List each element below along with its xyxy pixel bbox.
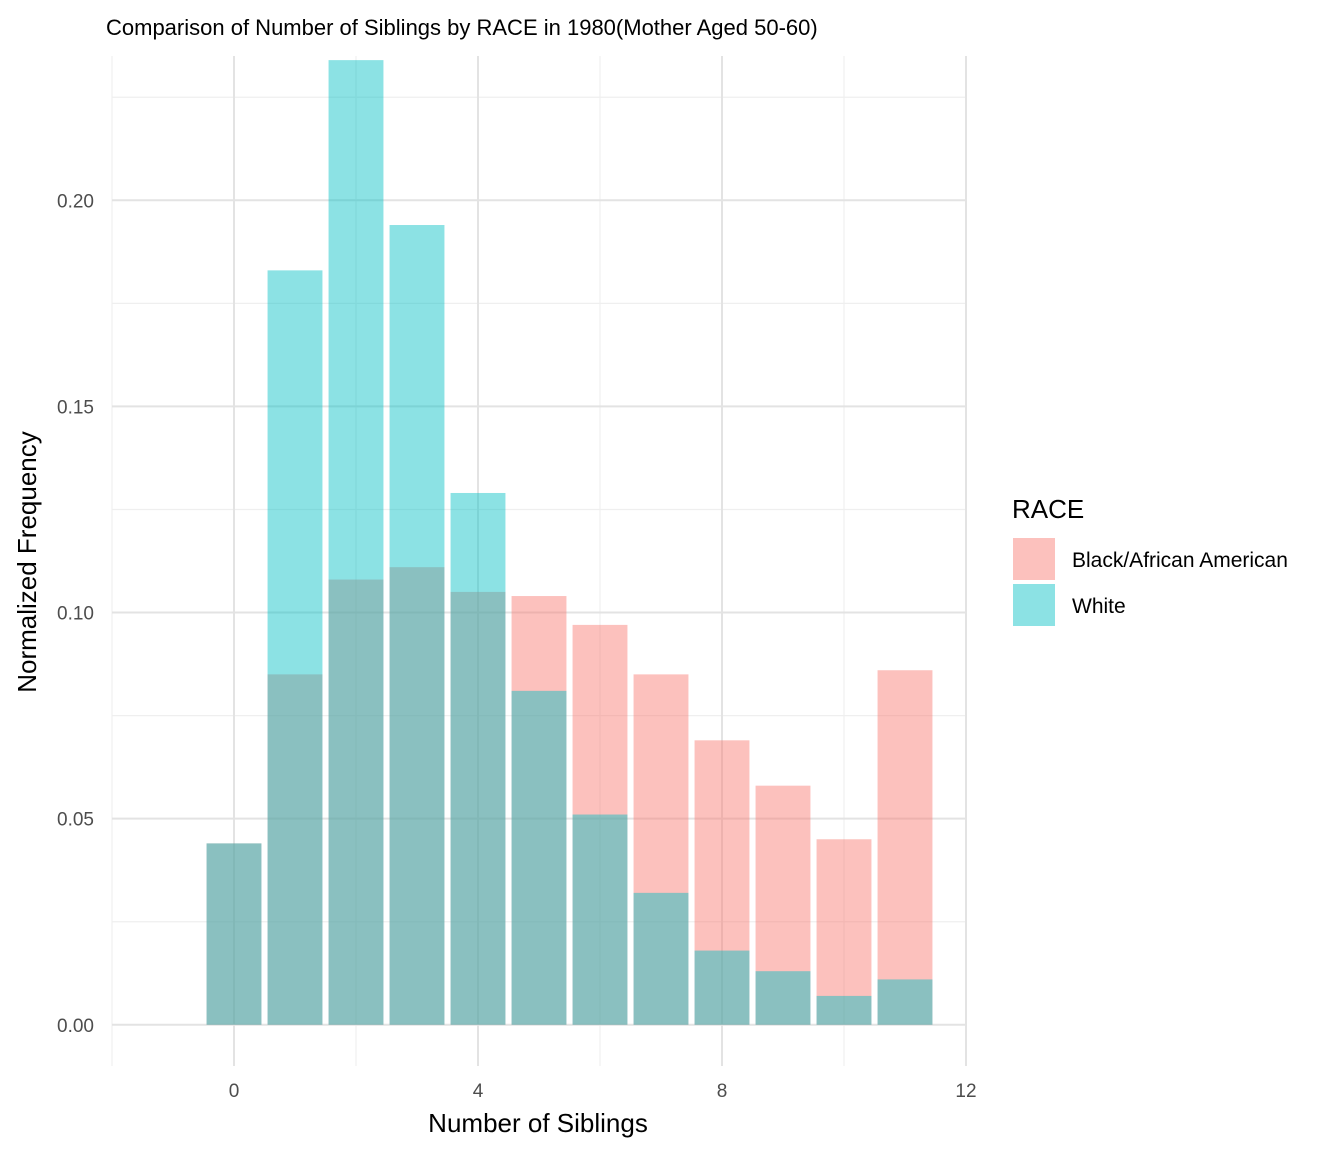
bars — [206, 60, 933, 1025]
chart-title: Comparison of Number of Siblings by RACE… — [106, 15, 818, 40]
x-tick-label: 12 — [955, 1081, 976, 1102]
bar-black-african-american — [755, 785, 811, 1025]
y-tick-label: 0.00 — [57, 1016, 94, 1037]
bar-white — [755, 971, 811, 1025]
bar-white — [511, 690, 567, 1025]
x-tick-label: 4 — [473, 1081, 484, 1102]
x-tick-label: 0 — [229, 1081, 240, 1102]
bar-black-african-american — [450, 591, 506, 1025]
x-axis-title: Number of Siblings — [428, 1108, 648, 1138]
bar-white — [816, 995, 872, 1025]
bar-white — [633, 892, 689, 1025]
bar-white — [572, 814, 628, 1025]
y-axis-ticks: 0.00 0.05 0.10 0.15 0.20 — [57, 191, 94, 1036]
bar-white — [389, 225, 445, 1025]
bar-black-african-american — [633, 674, 689, 1025]
bar-black-african-american — [206, 843, 262, 1025]
y-tick-label: 0.20 — [57, 191, 94, 212]
legend-key — [1013, 584, 1055, 626]
legend-title: RACE — [1012, 494, 1084, 524]
legend: RACE Black/African American White — [1012, 494, 1288, 626]
bar-black-african-american — [877, 670, 933, 1025]
y-tick-label: 0.15 — [57, 397, 94, 418]
x-axis-ticks: 0 4 8 12 — [229, 1081, 977, 1102]
bar-black-african-american — [694, 740, 750, 1025]
y-axis-title: Normalized Frequency — [12, 431, 42, 693]
bar-black-african-american — [511, 596, 567, 1025]
bar-black-african-american — [572, 624, 628, 1025]
bar-white — [328, 60, 384, 1025]
bar-white — [450, 492, 506, 1025]
y-tick-label: 0.10 — [57, 604, 94, 625]
bar-black-african-american — [328, 579, 384, 1025]
bar-white — [267, 270, 323, 1025]
bar-white — [206, 843, 262, 1025]
y-tick-label: 0.05 — [57, 810, 94, 831]
bar-black-african-american — [267, 674, 323, 1025]
legend-label: Black/African American — [1072, 549, 1288, 572]
legend-key — [1013, 538, 1055, 580]
bar-white — [877, 979, 933, 1025]
legend-label: White — [1072, 595, 1126, 618]
x-tick-label: 8 — [717, 1081, 728, 1102]
bar-white — [694, 950, 750, 1025]
grid — [111, 56, 967, 1066]
bar-black-african-american — [816, 839, 872, 1025]
bar-black-african-american — [389, 567, 445, 1025]
